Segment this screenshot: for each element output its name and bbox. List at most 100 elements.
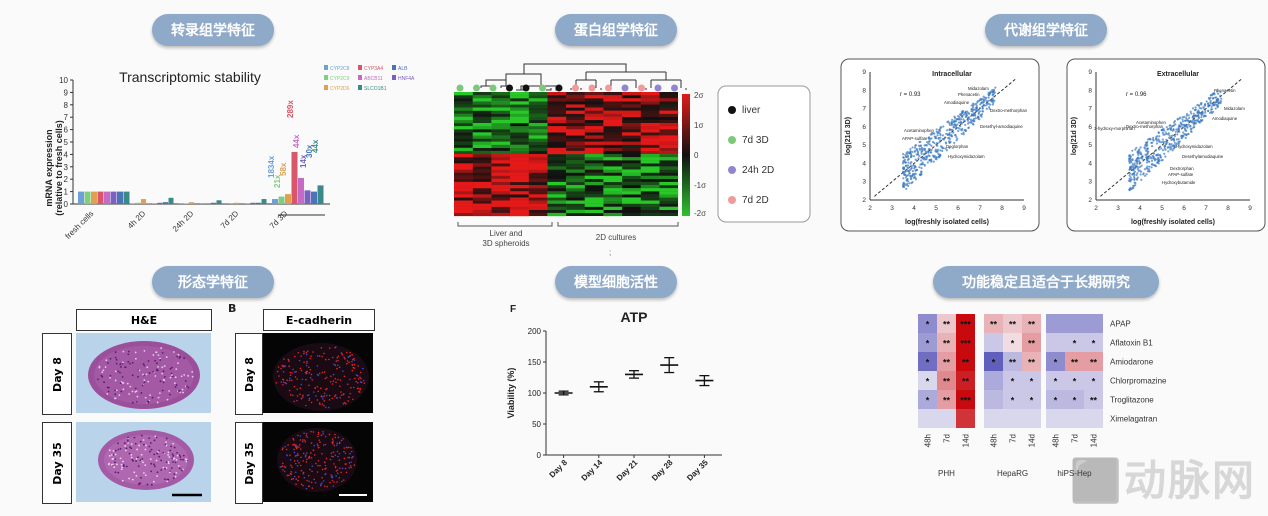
nucleus [191, 371, 194, 373]
heatmap-cell [640, 123, 660, 127]
heatmap-cell [528, 144, 548, 148]
heatmap-cell [566, 141, 585, 145]
heatmap-cell [622, 117, 641, 120]
nucleus [128, 477, 131, 480]
heatmap-cell [584, 92, 604, 96]
nucleus [162, 381, 165, 384]
heatmap-cell [622, 132, 641, 136]
data-point [1175, 142, 1178, 145]
scale-label: 1σ [694, 121, 703, 130]
stain-spot [281, 448, 284, 451]
data-point [971, 114, 975, 117]
heatmap-cell [547, 160, 567, 164]
data-point [1131, 149, 1134, 152]
heatmap-cell [528, 178, 548, 183]
point-annotation: Midazolam [1224, 106, 1245, 111]
nucleus [121, 466, 123, 469]
x-axis-label: log(freshly isolated cells) [905, 219, 989, 226]
data-point [992, 88, 996, 91]
heatmap-cell [510, 92, 529, 96]
heatmap-cell [1046, 390, 1065, 409]
data-point [971, 110, 974, 113]
heatmap-cell [659, 119, 679, 124]
data-point [942, 146, 945, 150]
nucleus [118, 394, 121, 397]
stain-spot [338, 442, 341, 445]
heatmap-cell [984, 352, 1003, 371]
nucleus [168, 456, 171, 458]
heatmap-cell [528, 209, 548, 214]
stain-spot [351, 358, 354, 361]
data-point [1165, 142, 1168, 145]
legend-liver: liver [742, 105, 761, 116]
data-point [920, 146, 923, 149]
nucleus [124, 445, 127, 447]
stain-spot [286, 454, 288, 456]
stain-spot [342, 402, 345, 405]
heatmap-cell [566, 108, 585, 111]
significance-mark: * [992, 358, 996, 368]
bar [130, 203, 135, 204]
heatmap-cell [472, 110, 492, 114]
heatmap-cell [454, 144, 473, 148]
data-point [906, 164, 910, 167]
heatmap-cell [603, 113, 623, 117]
nucleus [131, 361, 134, 364]
nucleus [126, 382, 129, 385]
significance-mark: * [926, 339, 930, 349]
bar [78, 191, 84, 204]
data-point [1163, 152, 1166, 155]
stain-spot [281, 378, 284, 381]
heatmap-cell [547, 119, 567, 124]
stain-spot [345, 446, 348, 449]
stain-spot [324, 473, 326, 476]
heatmap-cell [454, 119, 473, 124]
data-point [1193, 121, 1196, 125]
stain-spot [319, 464, 321, 467]
data-point [1133, 178, 1136, 181]
stain-spot [324, 377, 327, 380]
heatmap-cell [547, 176, 566, 179]
bar-annotation: 1834x [267, 155, 276, 178]
stain-spot [339, 385, 341, 388]
nucleus [109, 376, 111, 379]
nucleus [156, 362, 158, 365]
data-point [1145, 173, 1148, 176]
nucleus [165, 461, 168, 464]
stain-spot [332, 380, 335, 382]
stain-spot [293, 448, 295, 451]
heatmap-cell [1022, 333, 1041, 352]
stain-spot [317, 464, 319, 467]
bar [216, 200, 222, 204]
data-point [1177, 127, 1180, 130]
stain-spot [305, 404, 307, 407]
heatmap-cell [528, 166, 548, 170]
heatmap-cell [640, 154, 660, 158]
stain-spot [296, 395, 299, 397]
stain-spot [299, 448, 302, 450]
data-point [989, 103, 992, 106]
heatmap-cell [584, 144, 604, 148]
nucleus [123, 442, 126, 444]
stain-spot [325, 406, 327, 409]
stain-spot [321, 482, 323, 484]
data-point [1150, 145, 1154, 148]
y-tick-label: 9 [862, 69, 866, 76]
heatmap-cell [491, 194, 511, 198]
heatmap-cell [528, 191, 548, 195]
data-point [935, 128, 938, 131]
data-point [1155, 142, 1159, 145]
heatmap-cell [603, 98, 623, 102]
heatmap-cell [547, 154, 567, 158]
y-tick-label: 3 [862, 179, 866, 186]
heatmap-cell [472, 98, 492, 102]
data-point [905, 164, 908, 167]
nucleus [128, 393, 131, 395]
data-point [1214, 103, 1217, 106]
nucleus [142, 461, 144, 464]
heatmap-cell [584, 135, 604, 139]
heatmap-cell [454, 203, 473, 207]
nucleus [153, 453, 156, 456]
stain-spot [315, 395, 317, 397]
